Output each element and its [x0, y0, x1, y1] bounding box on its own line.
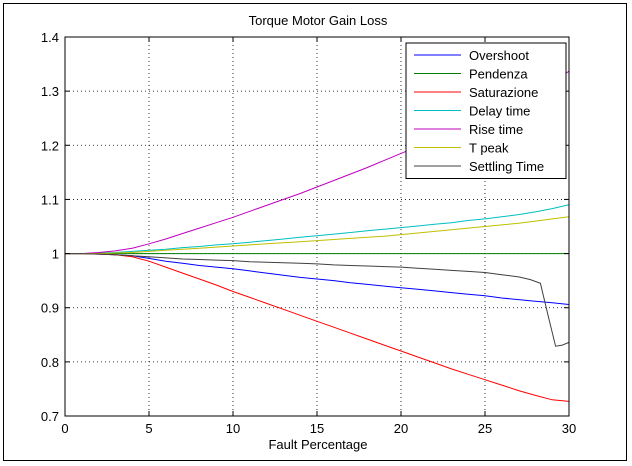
legend: Overshoot Pendenza Saturazione Delay time Ri… [405, 42, 567, 179]
x-tick-label: 30 [562, 421, 576, 436]
ticks: 0 5 10 15 20 25 30 0.7 0.8 0.9 1 1.1 1.2 1.3 1.4 [41, 30, 576, 436]
legend-label-delay-time: Delay time [469, 104, 530, 119]
x-tick-label: 15 [310, 421, 324, 436]
series-line-overshoot [65, 253, 570, 305]
y-tick-label: 0.7 [41, 409, 59, 424]
y-tick-label: 0.8 [41, 355, 59, 370]
y-tick-label: 1.4 [41, 30, 59, 45]
y-tick-label: 1.1 [41, 192, 59, 207]
x-tick-label: 5 [145, 421, 152, 436]
x-tick-label: 10 [226, 421, 240, 436]
legend-label-pendenza: Pendenza [469, 67, 528, 82]
series-layer [65, 70, 570, 402]
legend-label-saturazione: Saturazione [469, 85, 538, 100]
series-line-t-peak [65, 216, 570, 255]
x-tick-label: 0 [61, 421, 68, 436]
series-line-settling-time [65, 253, 570, 347]
legend-label-rise-time: Rise time [469, 122, 523, 137]
chart-title: Torque Motor Gain Loss [249, 13, 388, 28]
x-tick-label: 25 [478, 421, 492, 436]
legend-label-overshoot: Overshoot [469, 48, 529, 63]
y-tick-label: 1 [52, 247, 59, 262]
y-tick-label: 0.9 [41, 301, 59, 316]
x-axis-label: Fault Percentage [268, 437, 367, 452]
legend-label-t-peak: T peak [469, 141, 509, 156]
legend-label-settling-time: Settling Time [469, 159, 544, 174]
y-tick-label: 1.2 [41, 138, 59, 153]
series-line-delay-time [65, 204, 570, 255]
x-tick-label: 20 [394, 421, 408, 436]
y-tick-label: 1.3 [41, 84, 59, 99]
series-line-saturazione [65, 253, 570, 402]
